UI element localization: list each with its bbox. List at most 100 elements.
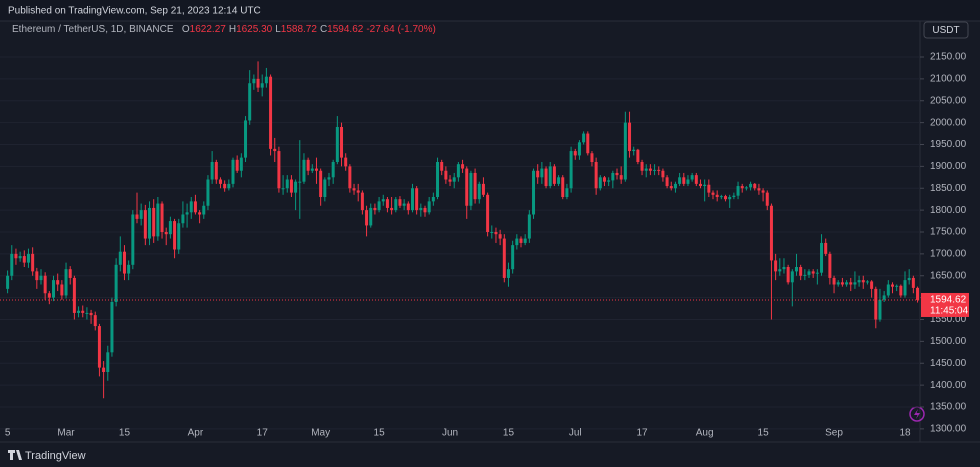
candle-body xyxy=(456,164,460,178)
candle-body xyxy=(849,282,853,285)
candle-body xyxy=(18,256,22,259)
candle-body xyxy=(452,177,456,182)
currency[interactable]: USDT xyxy=(932,25,959,36)
candle-body xyxy=(64,269,68,296)
candle-body xyxy=(895,285,899,287)
candle-body xyxy=(227,183,231,189)
y-tick-label: 1550.00 xyxy=(930,314,967,325)
candle-body xyxy=(815,272,819,274)
currency-box[interactable] xyxy=(923,21,969,39)
candle-body xyxy=(173,221,177,250)
candle-body xyxy=(381,199,385,202)
candle-body xyxy=(506,269,510,278)
candle-body xyxy=(427,201,431,213)
candle-body xyxy=(10,253,14,276)
candle-body xyxy=(406,203,410,211)
candle-body xyxy=(753,183,757,189)
candle-body xyxy=(611,172,615,181)
candle-body xyxy=(214,162,218,180)
candle-body xyxy=(669,186,673,189)
candle-body xyxy=(177,223,181,250)
candle-body xyxy=(239,157,243,171)
x-tick-label: Apr xyxy=(188,428,204,439)
candle-body xyxy=(440,162,444,171)
candle-body xyxy=(369,207,373,226)
candle-body xyxy=(586,133,590,154)
candle-body xyxy=(335,127,339,162)
candle-body xyxy=(573,151,577,156)
candle-body xyxy=(185,212,189,215)
candle-body xyxy=(536,170,540,178)
candle-body xyxy=(911,277,915,288)
x-tick-label: 18 xyxy=(899,428,911,439)
candle-body xyxy=(277,151,281,189)
candle-body xyxy=(703,184,707,187)
candle-body xyxy=(410,188,414,211)
candle-body xyxy=(790,271,794,283)
candle-body xyxy=(736,186,740,196)
candle-body xyxy=(882,295,886,300)
x-tick-label: 15 xyxy=(758,428,770,439)
candle-body xyxy=(89,312,93,316)
candle-body xyxy=(385,199,389,208)
candle-body xyxy=(749,183,753,188)
candle-body xyxy=(143,210,147,239)
candle-body xyxy=(619,175,623,180)
y-tick-label: 1950.00 xyxy=(930,139,967,150)
countdown: 11:45:04 xyxy=(930,306,969,317)
candle-body xyxy=(673,183,677,189)
candle-body xyxy=(477,183,481,200)
candle-body xyxy=(853,282,857,285)
candle-body xyxy=(193,201,197,213)
candle-body xyxy=(811,271,815,274)
candle-body xyxy=(916,287,920,300)
candle-body xyxy=(415,188,419,211)
candle-body xyxy=(565,188,569,197)
candle-body xyxy=(377,201,381,211)
candle-body xyxy=(252,78,256,84)
footer xyxy=(0,443,920,467)
candle-body xyxy=(653,169,657,171)
x-tick-label: 15 xyxy=(119,428,131,439)
candle-body xyxy=(244,120,248,158)
plot-area xyxy=(0,56,920,430)
candle-body xyxy=(778,269,782,272)
legend-value: 1622.27 xyxy=(189,24,226,35)
candle-body xyxy=(469,172,473,206)
candle-body xyxy=(502,238,506,278)
candle-body xyxy=(640,162,644,171)
candle-body xyxy=(373,207,377,211)
candle-body xyxy=(31,253,35,272)
candle-body xyxy=(47,293,51,298)
candle-body xyxy=(35,271,39,281)
candle-body xyxy=(648,168,652,171)
x-tick-label: 17 xyxy=(257,428,269,439)
candle-body xyxy=(582,133,586,143)
candle-body xyxy=(519,238,523,243)
candle-body xyxy=(552,166,556,184)
x-tick-label: Jun xyxy=(442,428,458,439)
candle-body xyxy=(836,282,840,285)
candle-body xyxy=(398,199,402,206)
legend-value: 1625.30 xyxy=(236,24,273,35)
candle-body xyxy=(494,232,498,235)
candle-body xyxy=(160,203,164,232)
candle-body xyxy=(323,179,327,197)
legend-change: -27.64 (-1.70%) xyxy=(366,24,436,35)
candle-body xyxy=(890,284,894,287)
x-tick-label: Sep xyxy=(825,428,843,439)
legend-key: O xyxy=(181,24,190,35)
candle-body xyxy=(206,179,210,206)
candle-body xyxy=(110,302,114,353)
candle-body xyxy=(181,214,185,224)
candle-body xyxy=(527,214,531,239)
candle-body xyxy=(828,253,832,278)
last-price-label: 1594.62 xyxy=(930,295,967,306)
y-tick-label: 1350.00 xyxy=(930,402,967,413)
candle-body xyxy=(156,203,160,237)
candle-body xyxy=(60,284,64,296)
x-tick-label: Mar xyxy=(57,428,75,439)
candle-body xyxy=(97,326,101,368)
